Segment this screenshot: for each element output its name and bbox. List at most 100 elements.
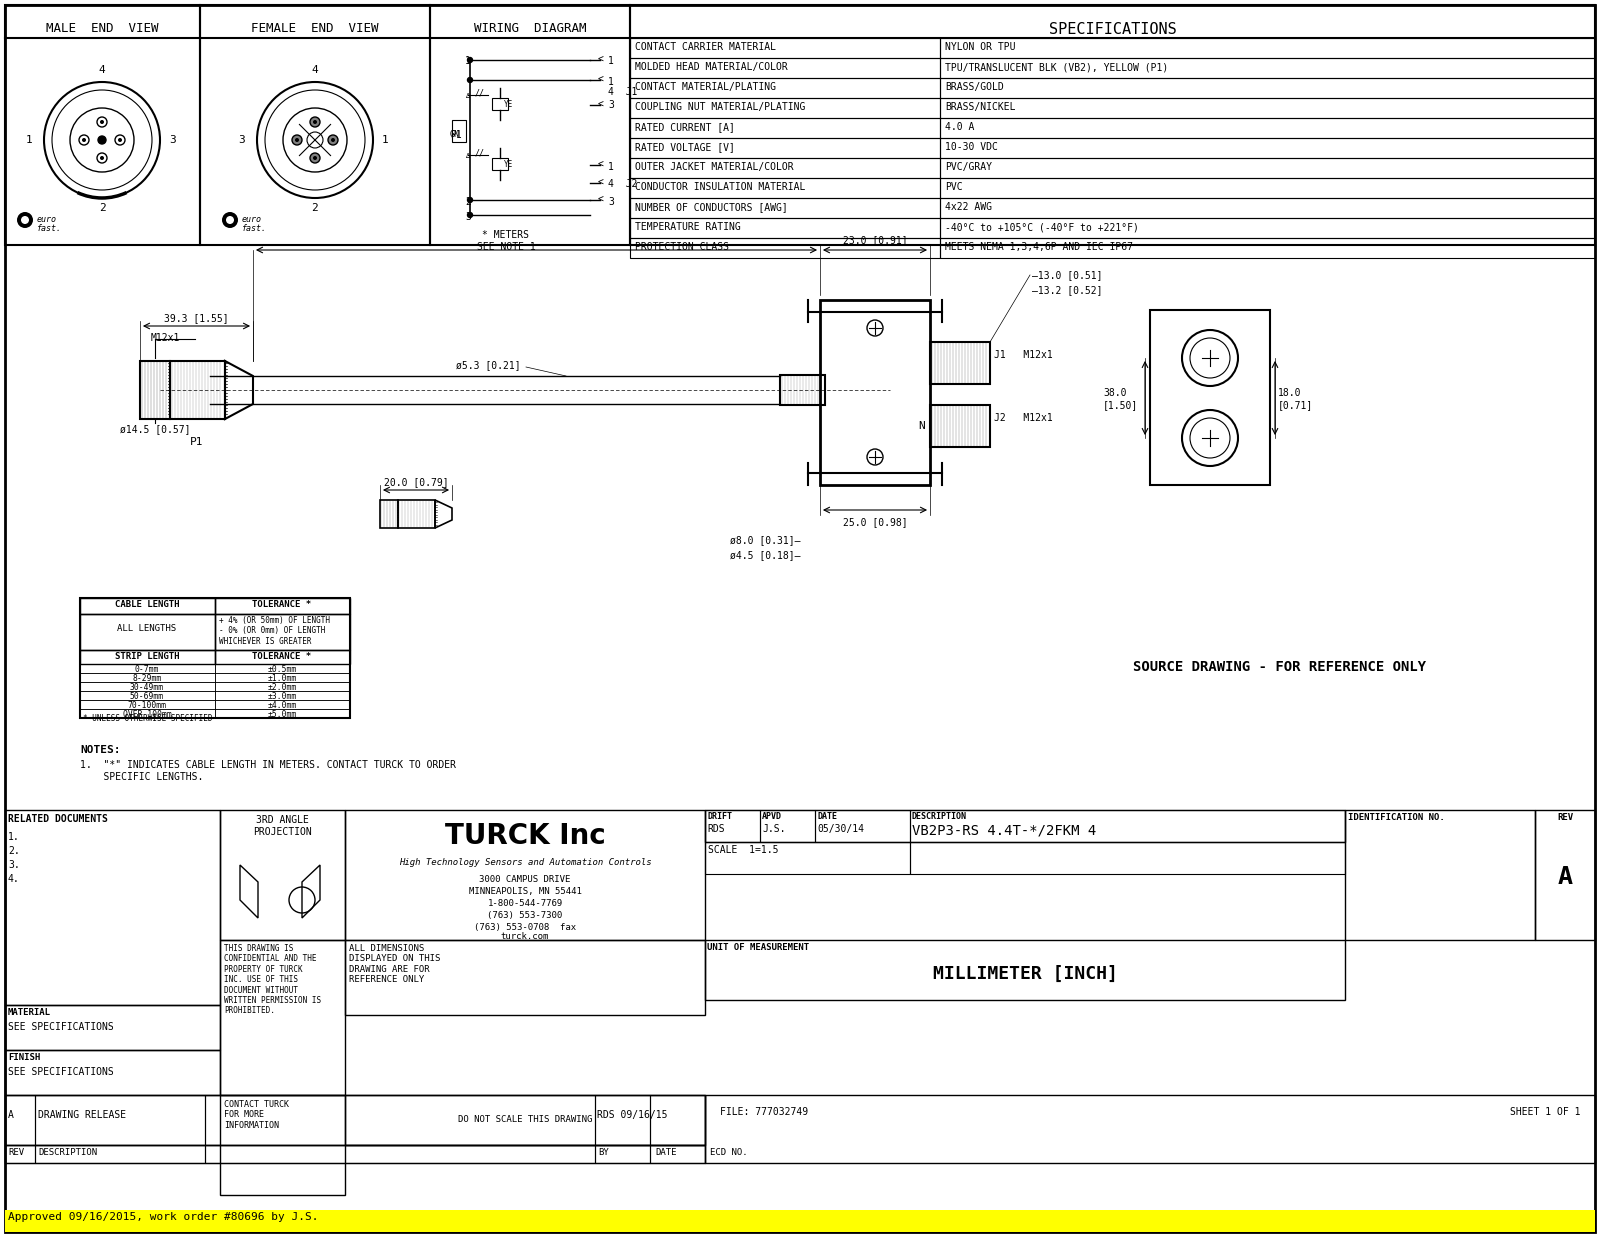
Text: 1.: 1. [8, 833, 19, 842]
Bar [5, 5, 200, 245]
Text: 05/30/14: 05/30/14 [818, 824, 864, 834]
Bar [630, 198, 941, 218]
Text: ø4.5 [0.18]—: ø4.5 [0.18]— [730, 550, 800, 560]
Bar [214, 691, 350, 700]
Circle shape [98, 118, 107, 127]
Text: —13.0 [0.51]: —13.0 [0.51] [1032, 270, 1102, 280]
Text: 3: 3 [608, 100, 614, 110]
Text: (763) 553-0708  fax: (763) 553-0708 fax [474, 923, 576, 931]
Text: MINNEAPOLIS, MN 55441: MINNEAPOLIS, MN 55441 [469, 887, 581, 896]
Text: CONTACT TURCK
FOR MORE
INFORMATION: CONTACT TURCK FOR MORE INFORMATION [224, 1100, 290, 1129]
Text: 1.  "*" INDICATES CABLE LENGTH IN METERS. CONTACT TURCK TO ORDER: 1. "*" INDICATES CABLE LENGTH IN METERS.… [80, 760, 456, 769]
Text: J.S.: J.S. [762, 824, 786, 834]
Bar [214, 614, 350, 649]
Text: PVC: PVC [946, 182, 963, 192]
Text: 2: 2 [312, 203, 318, 213]
Text: J1   M12x1: J1 M12x1 [994, 350, 1053, 360]
Bar [200, 5, 430, 245]
Text: REV: REV [8, 1148, 24, 1157]
Text: 1: 1 [466, 56, 470, 66]
Text: //: // [475, 88, 485, 96]
Text: fast.: fast. [37, 224, 62, 233]
Bar [80, 597, 214, 614]
Bar [630, 38, 941, 58]
Text: Approved 09/16/2015, work order #80696 by J.S.: Approved 09/16/2015, work order #80696 b… [8, 1212, 318, 1222]
Bar [650, 1095, 706, 1145]
Text: 4.0 A: 4.0 A [946, 122, 974, 132]
Text: ALL LENGTHS: ALL LENGTHS [117, 623, 176, 633]
Text: ±4.0mm: ±4.0mm [267, 701, 296, 710]
Text: APVD: APVD [762, 811, 782, 821]
Text: UNIT OF MEASUREMENT: UNIT OF MEASUREMENT [707, 943, 810, 952]
Circle shape [331, 139, 334, 142]
Text: ±2.0mm: ±2.0mm [267, 683, 296, 691]
Text: DATE: DATE [654, 1148, 677, 1157]
Text: NUMBER OF CONDUCTORS [AWG]: NUMBER OF CONDUCTORS [AWG] [635, 202, 787, 212]
Text: DRAWING RELEASE: DRAWING RELEASE [38, 1110, 126, 1119]
Text: ∆: ∆ [466, 153, 469, 160]
Bar [595, 1095, 650, 1145]
Bar [941, 218, 1595, 238]
Text: ±5.0mm: ±5.0mm [267, 710, 296, 719]
Bar [941, 139, 1595, 158]
Text: OVER 100mm: OVER 100mm [123, 710, 171, 719]
Text: NYLON OR TPU: NYLON OR TPU [946, 42, 1016, 52]
Circle shape [98, 153, 107, 163]
Text: <: < [598, 160, 603, 169]
Bar [930, 341, 990, 383]
Text: 2.: 2. [8, 846, 19, 856]
Text: CONDUCTOR INSULATION MATERIAL: CONDUCTOR INSULATION MATERIAL [635, 182, 805, 192]
Text: RDS: RDS [707, 824, 725, 834]
Text: DRIFT: DRIFT [707, 811, 733, 821]
Text: <: < [598, 75, 603, 85]
Bar [398, 500, 435, 528]
Bar [80, 614, 214, 649]
Circle shape [291, 135, 302, 145]
Bar [941, 78, 1595, 98]
Text: ±1.0mm: ±1.0mm [267, 674, 296, 683]
Text: 1: 1 [608, 162, 614, 172]
Bar [80, 700, 214, 709]
Text: RDS 09/16/15: RDS 09/16/15 [597, 1110, 667, 1119]
Text: M12x1: M12x1 [150, 333, 179, 343]
Text: * METERS: * METERS [483, 230, 530, 240]
Circle shape [314, 156, 317, 160]
Text: —13.2 [0.52]: —13.2 [0.52] [1032, 285, 1102, 294]
Bar [346, 810, 706, 940]
Circle shape [328, 135, 338, 145]
Bar [941, 198, 1595, 218]
Bar [5, 1145, 35, 1163]
Circle shape [467, 198, 472, 203]
Text: turck.com: turck.com [501, 931, 549, 941]
Text: STRIP LENGTH: STRIP LENGTH [115, 652, 179, 661]
Circle shape [99, 156, 104, 160]
Text: RATED VOLTAGE [V]: RATED VOLTAGE [V] [635, 142, 734, 152]
Text: 4x22 AWG: 4x22 AWG [946, 202, 992, 212]
Text: 4  J2: 4 J2 [608, 179, 637, 189]
Circle shape [222, 212, 238, 228]
Text: RELATED DOCUMENTS: RELATED DOCUMENTS [8, 814, 107, 824]
Text: 4.: 4. [8, 875, 19, 884]
Text: + 4% (OR 50mm) OF LENGTH
- 0% (OR 0mm) OF LENGTH
WHICHEVER IS GREATER: + 4% (OR 50mm) OF LENGTH - 0% (OR 0mm) O… [219, 616, 330, 646]
Text: DO NOT SCALE THIS DRAWING: DO NOT SCALE THIS DRAWING [458, 1115, 592, 1124]
Text: 4: 4 [312, 66, 318, 75]
Text: 23.0 [0.91]: 23.0 [0.91] [843, 235, 907, 245]
Text: SEE SPECIFICATIONS: SEE SPECIFICATIONS [8, 1068, 114, 1077]
Text: 25.0 [0.98]: 25.0 [0.98] [843, 517, 907, 527]
Text: 2: 2 [466, 197, 470, 207]
Circle shape [226, 216, 234, 224]
Bar [941, 98, 1595, 118]
Bar [346, 940, 706, 1016]
Bar [214, 649, 350, 664]
Bar [381, 500, 398, 528]
Bar [941, 238, 1595, 259]
Bar [1534, 810, 1595, 940]
Circle shape [310, 153, 320, 163]
Text: MOLDED HEAD MATERIAL/COLOR: MOLDED HEAD MATERIAL/COLOR [635, 62, 787, 72]
Bar [5, 1145, 706, 1163]
Bar [941, 178, 1595, 198]
Bar [35, 1145, 205, 1163]
Text: SOURCE DRAWING - FOR REFERENCE ONLY: SOURCE DRAWING - FOR REFERENCE ONLY [1133, 661, 1427, 674]
Text: ø5.3 [0.21]: ø5.3 [0.21] [456, 360, 520, 370]
Text: 2: 2 [99, 203, 106, 213]
